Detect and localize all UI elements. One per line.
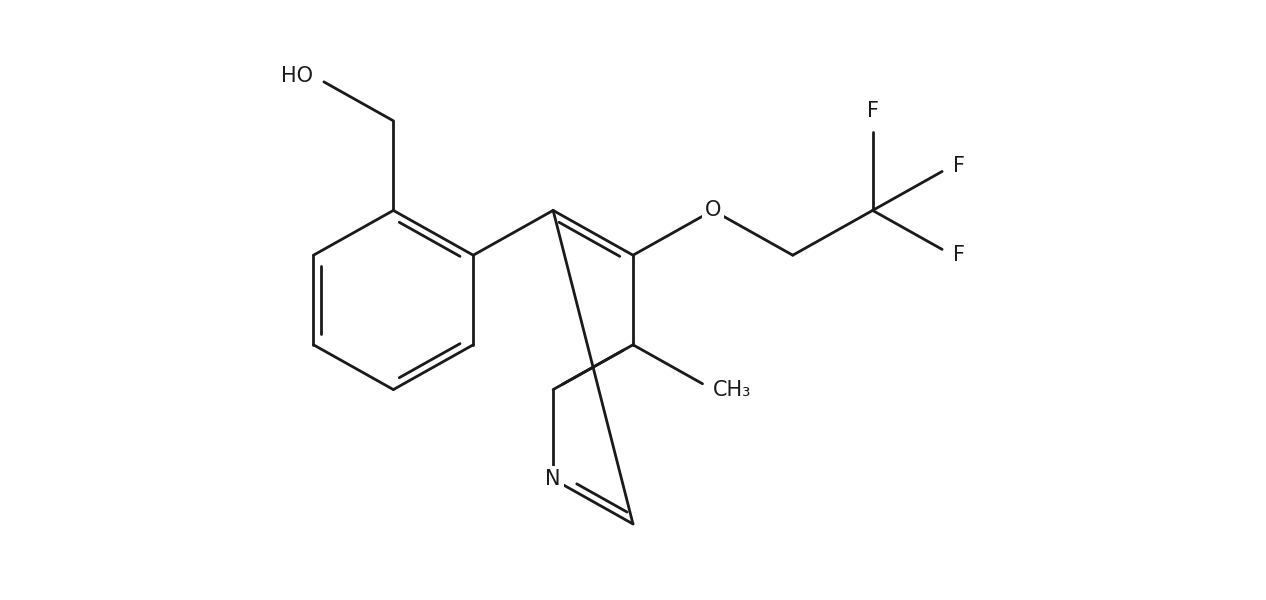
Text: N: N [546, 469, 561, 489]
Text: CH₃: CH₃ [713, 380, 751, 400]
Text: O: O [705, 200, 722, 220]
Text: F: F [952, 245, 965, 265]
Text: F: F [952, 155, 965, 176]
Text: F: F [867, 101, 879, 121]
Text: HO: HO [281, 66, 314, 86]
